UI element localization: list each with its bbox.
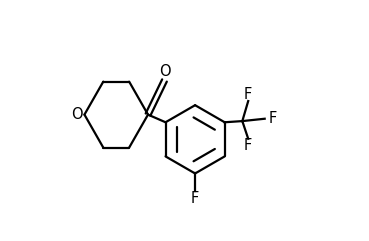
Text: F: F <box>268 111 277 126</box>
Text: O: O <box>72 107 83 122</box>
Text: O: O <box>159 64 170 79</box>
Text: F: F <box>244 87 252 101</box>
Text: F: F <box>191 191 199 206</box>
Text: F: F <box>244 138 252 153</box>
